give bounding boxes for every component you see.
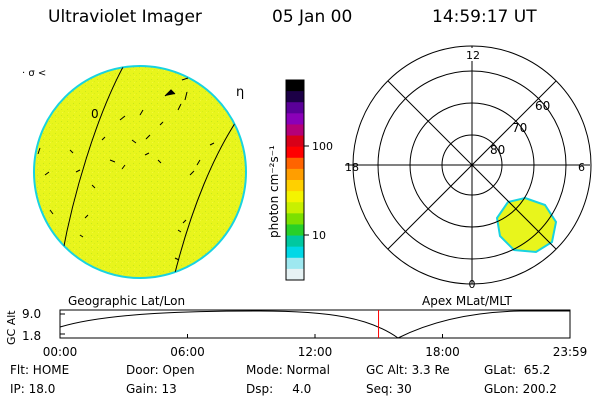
polar-plot: 12 18 6 0 60 70 80 bbox=[345, 45, 592, 291]
color-bar-frame bbox=[285, 79, 305, 281]
mlt-label-12: 12 bbox=[466, 49, 480, 62]
geo-disk: 0 bbox=[33, 65, 247, 279]
altitude-plot: 9.0 1.8 GC Alt 00:00 06:00 12:00 18:00 23:59 bbox=[5, 307, 587, 359]
polar-aurora-blob bbox=[495, 196, 558, 254]
info-door: Door: Open bbox=[126, 363, 195, 377]
altitude-xtick-label: 23:59 bbox=[553, 345, 588, 359]
geo-map-label: Geographic Lat/Lon bbox=[68, 294, 185, 308]
colorbar-stripe bbox=[286, 235, 304, 248]
colorbar-stripe bbox=[286, 257, 304, 270]
date-label: 05 Jan 00 bbox=[272, 7, 353, 27]
info-flight: Flt: HOME bbox=[10, 363, 70, 377]
mlat-label-80: 80 bbox=[490, 143, 505, 157]
colorbar-stripe bbox=[286, 246, 304, 259]
mlt-label-bg-12 bbox=[466, 48, 480, 61]
altitude-xticks bbox=[59, 334, 571, 338]
info-gc-alt: GC Alt: 3.3 Re bbox=[366, 363, 450, 377]
colorbar-stripe bbox=[286, 213, 304, 225]
colorbar-stripe bbox=[286, 168, 304, 181]
info-seq: Seq: 30 bbox=[366, 382, 412, 396]
info-ip: IP: 18.0 bbox=[10, 382, 56, 396]
colorbar-stripe bbox=[286, 102, 304, 114]
polar-spokes bbox=[345, 46, 590, 284]
colorbar-stripe bbox=[286, 180, 304, 192]
colorbar-stripe bbox=[286, 202, 304, 214]
mlat-label-70: 70 bbox=[512, 121, 527, 135]
mlat-label-60: 60 bbox=[535, 99, 550, 113]
colorbar-stripe bbox=[286, 157, 304, 170]
colorbar-tick-label-10: 10 bbox=[312, 229, 326, 242]
geo-corner-mark-left: · σ < bbox=[22, 68, 46, 79]
mlt-label-6: 6 bbox=[578, 161, 585, 174]
colorbar-stripe bbox=[286, 224, 304, 237]
geo-grid-label: 0 bbox=[91, 107, 99, 121]
geo-disk-fill bbox=[33, 65, 247, 279]
altitude-xtick-label: 00:00 bbox=[43, 345, 78, 359]
geo-corner-mark-right: η bbox=[236, 85, 244, 100]
info-mode: Mode: Normal bbox=[246, 363, 330, 377]
mlt-label-0: 0 bbox=[469, 278, 476, 291]
colorbar-stripe bbox=[286, 268, 304, 281]
altitude-curve bbox=[59, 310, 570, 339]
colorbar-tick-label-100: 100 bbox=[312, 140, 333, 153]
mlt-label-18: 18 bbox=[345, 161, 359, 174]
geo-coastlines bbox=[35, 77, 215, 261]
time-label: 14:59:17 UT bbox=[432, 7, 537, 27]
altitude-xtick-label: 18:00 bbox=[425, 345, 460, 359]
colorbar-stripe bbox=[286, 191, 304, 203]
colorbar-stripe bbox=[286, 80, 304, 92]
altitude-ytick-1.8: 1.8 bbox=[22, 329, 41, 343]
info-glon: GLon: 200.2 bbox=[484, 382, 557, 396]
info-dsp: Dsp: 4.0 bbox=[246, 382, 312, 396]
altitude-ytick-9: 9.0 bbox=[22, 307, 41, 321]
colorbar-stripe bbox=[286, 124, 304, 137]
colorbar-label: photon cm⁻²s⁻¹ bbox=[267, 145, 281, 238]
info-glat: GLat: 65.2 bbox=[484, 363, 551, 377]
altitude-xtick-label: 06:00 bbox=[170, 345, 205, 359]
altitude-xtick-label: 12:00 bbox=[298, 345, 333, 359]
altitude-frame bbox=[59, 309, 571, 339]
colorbar-stripe bbox=[286, 91, 304, 103]
color-bar bbox=[286, 80, 304, 281]
instrument-title: Ultraviolet Imager bbox=[48, 7, 202, 27]
colorbar-stripe bbox=[286, 135, 304, 148]
altitude-xtick-labels: 00:00 06:00 12:00 18:00 23:59 bbox=[43, 345, 588, 359]
colorbar-stripe bbox=[286, 146, 304, 159]
polar-plot-label: Apex MLat/MLT bbox=[422, 294, 512, 308]
altitude-ylabel: GC Alt bbox=[5, 310, 18, 345]
colorbar-stripe bbox=[286, 113, 304, 125]
info-gain: Gain: 13 bbox=[126, 382, 177, 396]
